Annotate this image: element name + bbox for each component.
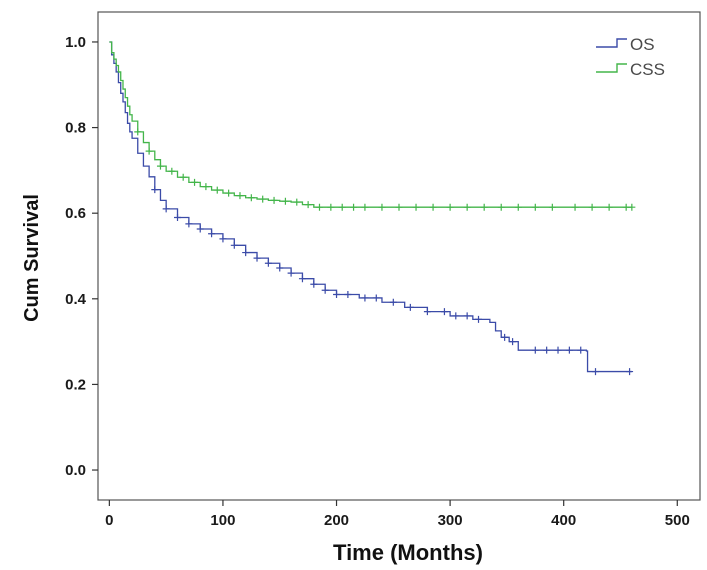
censor-mark-css <box>628 203 636 211</box>
censor-mark-css <box>463 203 471 211</box>
censor-mark-os <box>264 259 272 267</box>
censor-mark-css <box>156 162 164 170</box>
censor-mark-os <box>463 312 471 320</box>
series-layer <box>109 41 636 376</box>
plot-area <box>97 11 701 501</box>
censor-mark-css <box>350 203 358 211</box>
censor-mark-css <box>270 196 278 204</box>
censor-mark-os <box>151 186 159 194</box>
censor-mark-os <box>298 275 306 283</box>
x-tick-label: 400 <box>551 512 576 529</box>
censor-mark-os <box>626 368 634 376</box>
censor-mark-css <box>571 203 579 211</box>
censor-mark-css <box>213 186 221 194</box>
censor-mark-css <box>202 183 210 191</box>
censor-mark-os <box>208 230 216 238</box>
censor-mark-css <box>168 167 176 175</box>
y-axis-title: Cum Survival <box>21 194 43 322</box>
censor-mark-os <box>475 315 483 323</box>
censor-mark-os <box>287 269 295 277</box>
censor-mark-os <box>543 346 551 354</box>
censor-mark-css <box>179 173 187 181</box>
censor-mark-css <box>338 203 346 211</box>
y-tick-label: 0.8 <box>65 120 86 137</box>
censor-mark-css <box>497 203 505 211</box>
censor-mark-os <box>276 264 284 272</box>
censor-mark-os <box>361 294 369 302</box>
censor-mark-css <box>480 203 488 211</box>
legend-css-swatch <box>596 63 627 73</box>
censor-mark-css <box>327 203 335 211</box>
censor-mark-os <box>452 312 460 320</box>
legend-os-swatch <box>596 38 627 48</box>
y-tick-label: 0.4 <box>65 291 87 308</box>
y-tick-label: 0.6 <box>65 205 86 222</box>
y-tick-label: 0.0 <box>65 462 86 479</box>
censor-mark-os <box>333 291 341 299</box>
censor-mark-css <box>191 178 199 186</box>
censor-mark-os <box>372 294 380 302</box>
censor-mark-css <box>259 195 267 203</box>
censor-mark-os <box>501 333 509 341</box>
censor-mark-os <box>509 338 517 346</box>
censor-mark-css <box>361 203 369 211</box>
censor-mark-os <box>406 303 414 311</box>
censor-mark-css <box>514 203 522 211</box>
censor-mark-css <box>281 197 289 205</box>
y-tick-label: 0.2 <box>65 376 86 393</box>
censor-mark-os <box>440 308 448 316</box>
censor-mark-os <box>185 220 193 228</box>
censor-mark-css <box>225 189 233 197</box>
censor-mark-css <box>588 203 596 211</box>
censor-mark-css <box>378 203 386 211</box>
censor-mark-css <box>446 203 454 211</box>
censor-mark-os <box>344 291 352 299</box>
censor-mark-css <box>236 192 244 200</box>
x-tick-label: 100 <box>210 512 235 529</box>
series-line-os <box>109 41 632 373</box>
censor-mark-os <box>577 346 585 354</box>
censor-mark-css <box>293 198 301 206</box>
censor-mark-os <box>253 254 261 262</box>
censor-mark-os <box>565 346 573 354</box>
legend: OS CSS <box>596 35 665 79</box>
censor-mark-css <box>548 203 556 211</box>
tick-layer: 0 100 200 300 400 500 0.0 0.2 0.4 0.6 0.8 1.0 <box>65 34 690 529</box>
x-tick-label: 300 <box>438 512 463 529</box>
censor-mark-css <box>429 203 437 211</box>
censor-mark-os <box>219 235 227 243</box>
x-axis-title: Time (Months) <box>333 540 483 565</box>
censor-mark-os <box>162 205 170 213</box>
censor-mark-os <box>423 308 431 316</box>
censor-mark-os <box>196 225 204 233</box>
series-line-css <box>109 41 632 208</box>
censor-mark-css <box>395 203 403 211</box>
censor-mark-css <box>315 203 323 211</box>
censor-mark-css <box>247 194 255 202</box>
censor-mark-css <box>531 203 539 211</box>
censor-mark-css <box>304 201 312 209</box>
censor-mark-os <box>389 298 397 306</box>
legend-os-label: OS <box>630 35 655 54</box>
censor-mark-css <box>134 128 142 136</box>
censor-mark-os <box>310 280 318 288</box>
x-tick-label: 500 <box>665 512 690 529</box>
censor-mark-os <box>531 346 539 354</box>
censor-mark-os <box>242 249 250 257</box>
x-tick-label: 200 <box>324 512 349 529</box>
censor-mark-os <box>174 213 182 221</box>
censor-mark-css <box>145 147 153 155</box>
x-tick-label: 0 <box>105 512 113 529</box>
censor-mark-os <box>554 346 562 354</box>
censor-mark-os <box>592 368 600 376</box>
y-tick-label: 1.0 <box>65 34 86 51</box>
legend-css-label: CSS <box>630 60 665 79</box>
censor-mark-css <box>605 203 613 211</box>
censor-mark-os <box>321 286 329 294</box>
censor-mark-os <box>230 241 238 249</box>
censor-mark-css <box>412 203 420 211</box>
